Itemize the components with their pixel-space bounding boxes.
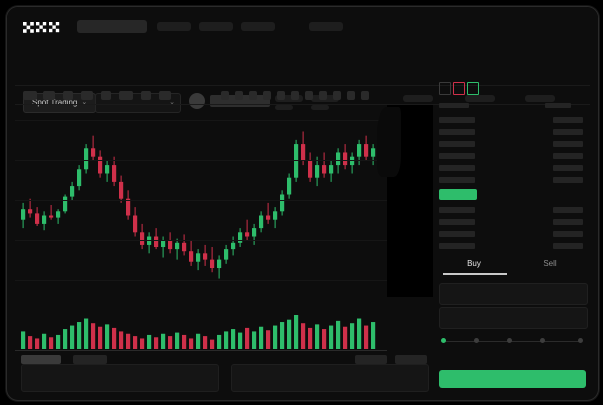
nav-item-1[interactable] xyxy=(199,22,233,31)
order-price-field[interactable] xyxy=(439,283,588,305)
orderbook-ask-row[interactable] xyxy=(439,117,475,123)
chart-tab-0[interactable] xyxy=(21,355,61,364)
chevron-down-icon: ⌄ xyxy=(169,99,175,106)
candlestick-series xyxy=(21,131,376,279)
okx-logo[interactable] xyxy=(23,21,67,33)
volume-series xyxy=(21,315,376,349)
stat-0 xyxy=(275,95,303,102)
trend-line-icon[interactable] xyxy=(249,91,257,100)
fib-icon[interactable] xyxy=(277,91,285,100)
orderbook-bid-amt xyxy=(553,243,583,249)
slider-step-2[interactable] xyxy=(507,338,512,343)
orderbook-both-icon[interactable] xyxy=(439,82,451,95)
compare-icon[interactable] xyxy=(81,91,93,100)
orderbook-ask-row[interactable] xyxy=(439,165,475,171)
submit-buy-button[interactable] xyxy=(439,370,586,388)
orderbook-bid-amt xyxy=(553,219,583,225)
orderbook-col-1 xyxy=(545,103,571,108)
orderbook-ask-row[interactable] xyxy=(439,153,475,159)
right-column: Buy Sell xyxy=(435,79,590,394)
brush-icon[interactable] xyxy=(305,91,313,100)
fullscreen-icon[interactable] xyxy=(141,91,151,100)
price-chart[interactable] xyxy=(15,105,429,305)
magnet-icon[interactable] xyxy=(319,91,327,100)
coin-avatar xyxy=(189,93,205,109)
orderbook-bids-icon[interactable] xyxy=(467,82,479,95)
orderbook-bid-row[interactable] xyxy=(439,243,475,249)
stat-2 xyxy=(403,95,433,102)
chevron-down-icon: ⌄ xyxy=(81,99,88,106)
text-icon[interactable] xyxy=(291,91,299,100)
nav-item-0[interactable] xyxy=(157,22,191,31)
orderbook-header[interactable] xyxy=(435,79,590,97)
orderbook-ask-amt xyxy=(553,153,583,159)
orderbook-last-price xyxy=(439,189,477,200)
candle-type-icon[interactable] xyxy=(63,91,73,100)
orderbook-ask-amt xyxy=(553,177,583,183)
bottom-panel-right[interactable] xyxy=(231,364,429,392)
indicator-icon[interactable] xyxy=(23,91,37,100)
nav-item-3[interactable] xyxy=(309,22,343,31)
orderbook-ask-row[interactable] xyxy=(439,177,475,183)
volume-chart xyxy=(15,307,429,352)
orderbook-ask-amt xyxy=(553,129,583,135)
orderbook-asks-icon[interactable] xyxy=(453,82,465,95)
orderbook-ask-row[interactable] xyxy=(439,129,475,135)
stat-3 xyxy=(465,95,495,102)
tab-buy-underline xyxy=(443,273,507,275)
trade-tabs[interactable]: Buy Sell xyxy=(435,259,590,275)
timeframe-icon[interactable] xyxy=(43,91,55,100)
chart-overlay-shadow-2 xyxy=(377,107,401,177)
tab-sell[interactable]: Sell xyxy=(543,259,557,268)
top-bar xyxy=(7,7,598,43)
snapshot-icon[interactable] xyxy=(159,91,171,100)
trash-icon[interactable] xyxy=(361,91,369,100)
orderbook-bid-row[interactable] xyxy=(439,207,475,213)
undo-icon[interactable] xyxy=(221,91,229,100)
order-amount-field[interactable] xyxy=(439,307,588,329)
tab-buy[interactable]: Buy xyxy=(467,259,481,268)
slider-step-0[interactable] xyxy=(441,338,446,343)
chart-tab-1[interactable] xyxy=(73,355,107,364)
market-type-label: Spot Trading xyxy=(32,98,78,107)
orderbook-col-0 xyxy=(439,103,469,108)
settings-icon[interactable] xyxy=(101,91,111,100)
market-bar: Spot Trading ⌄ ⌄ xyxy=(7,43,598,113)
orderbook-ask-amt xyxy=(553,165,583,171)
stat-1-sub xyxy=(311,105,329,110)
redo-icon[interactable] xyxy=(235,91,243,100)
search-input[interactable] xyxy=(77,20,147,33)
amount-slider-track[interactable] xyxy=(443,341,582,342)
orderbook-ask-row[interactable] xyxy=(439,141,475,147)
orderbook-bid-row[interactable] xyxy=(439,231,475,237)
chart-tab-2[interactable] xyxy=(355,355,387,364)
orderbook-bid-amt xyxy=(553,231,583,237)
orderbook-ask-amt xyxy=(553,117,583,123)
nav-item-2[interactable] xyxy=(241,22,275,31)
orderbook-bid-amt xyxy=(553,207,583,213)
slider-step-3[interactable] xyxy=(540,338,545,343)
horizontal-line-icon[interactable] xyxy=(263,91,271,100)
stat-0-sub xyxy=(275,105,293,110)
device-frame: Spot Trading ⌄ ⌄ xyxy=(6,6,599,401)
orderbook-ask-amt xyxy=(553,141,583,147)
stat-4 xyxy=(525,95,555,102)
alert-icon[interactable] xyxy=(119,91,133,100)
slider-step-1[interactable] xyxy=(474,338,479,343)
eye-icon[interactable] xyxy=(333,91,341,100)
slider-step-4[interactable] xyxy=(578,338,583,343)
lock-icon[interactable] xyxy=(347,91,355,100)
orderbook-bid-row[interactable] xyxy=(439,219,475,225)
bottom-panel-left[interactable] xyxy=(21,364,219,392)
chart-toolbar[interactable] xyxy=(15,85,590,105)
chart-tab-3[interactable] xyxy=(395,355,427,364)
